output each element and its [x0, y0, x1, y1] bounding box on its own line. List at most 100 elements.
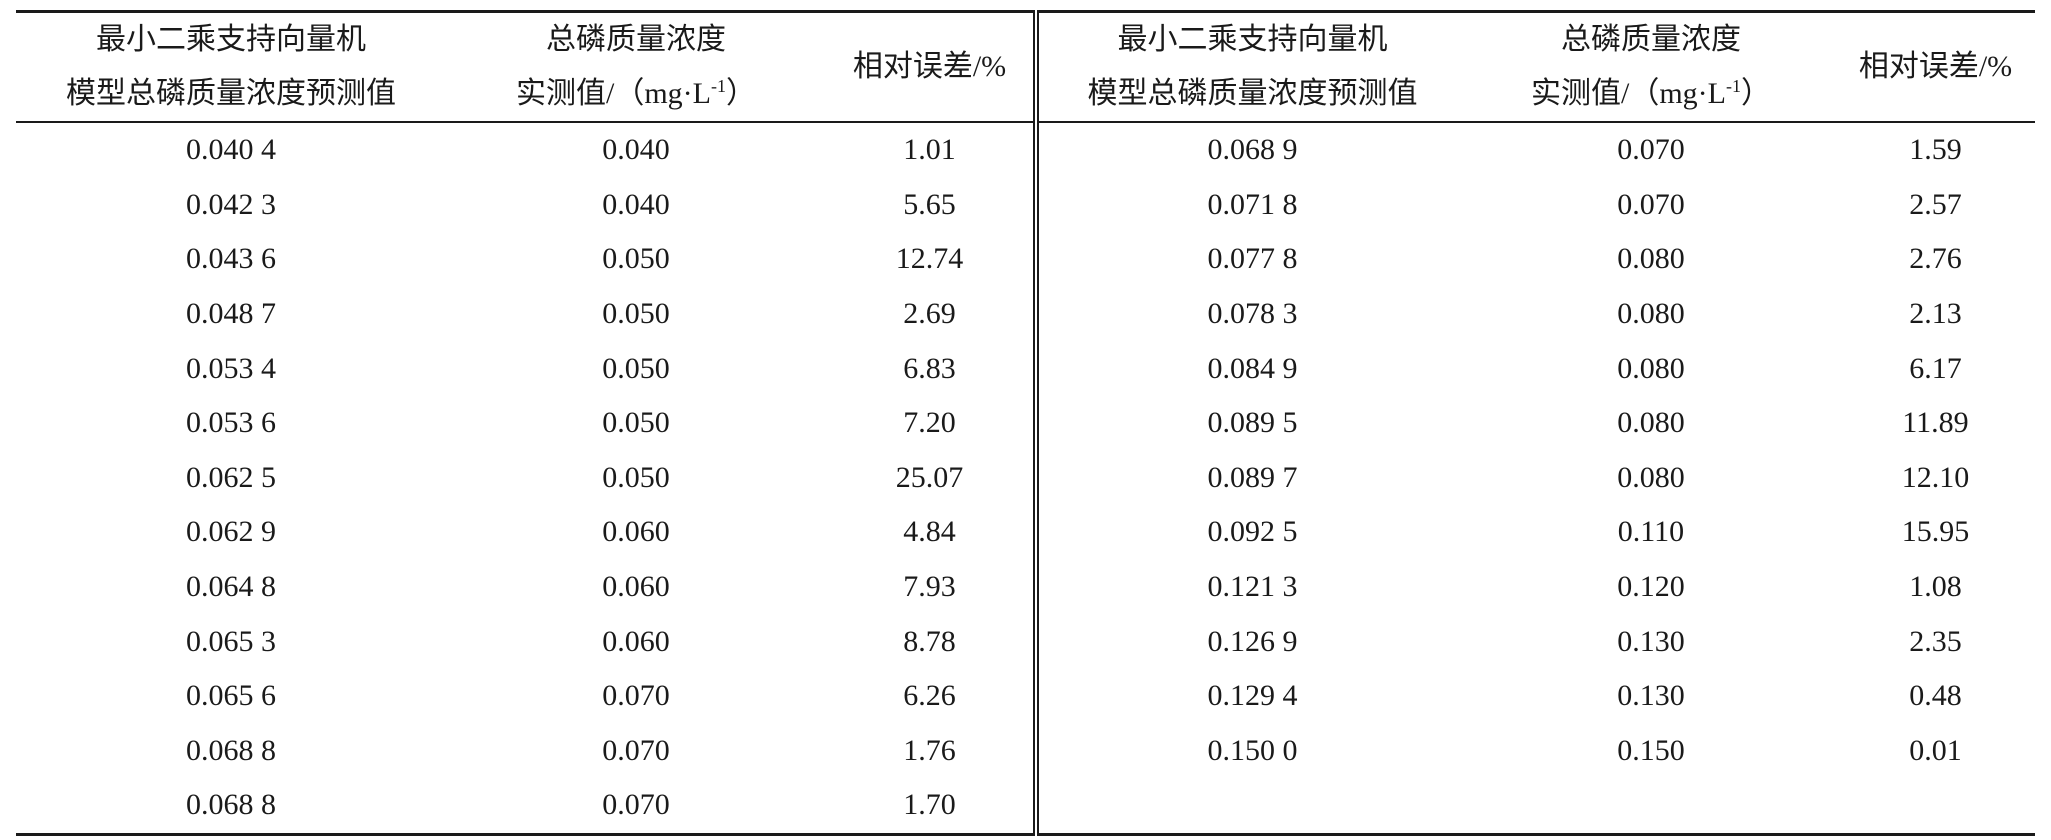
- right-error-cell: 1.08: [1909, 570, 1962, 604]
- left-measured-cell: 0.040: [602, 187, 670, 221]
- left-measured-cell: 0.070: [602, 679, 670, 713]
- table-row: 0.062 5 0.050 25.07 0.089 7 0.080 12.10: [16, 450, 2035, 506]
- header-right-predicted: 最小二乘支持向量机 模型总磷质量浓度预测值: [1036, 10, 1466, 123]
- right-predicted-cell: 0.126 9: [1207, 624, 1298, 658]
- right-predicted-cell: 0.089 5: [1207, 406, 1298, 440]
- right-predicted-cell: [1036, 778, 1466, 836]
- left-measured-cell: 0.050: [602, 406, 670, 440]
- right-error-cell: 0.48: [1909, 679, 1962, 713]
- header-left-predicted: 最小二乘支持向量机 模型总磷质量浓度预测值: [16, 10, 446, 123]
- right-measured-cell: 0.080: [1617, 460, 1685, 494]
- table-row: 0.053 4 0.050 6.83 0.084 9 0.080 6.17: [16, 341, 2035, 396]
- right-measured-cell: [1466, 778, 1836, 836]
- left-error-cell: 1.01: [826, 122, 1039, 178]
- right-predicted-cell: 0.068 9: [1207, 133, 1298, 167]
- right-predicted-cell: 0.129 4: [1207, 679, 1298, 713]
- left-predicted-cell: 0.042 3: [186, 187, 276, 221]
- left-measured-cell: 0.050: [602, 460, 670, 494]
- right-measured-cell: 0.080: [1617, 351, 1685, 385]
- left-predicted-cell: 0.048 7: [186, 297, 276, 331]
- right-predicted-cell: 0.077 8: [1207, 242, 1298, 276]
- left-error-cell: 5.65: [826, 177, 1039, 233]
- left-predicted-cell: 0.043 6: [186, 242, 276, 276]
- left-predicted-cell: 0.040 4: [186, 133, 276, 167]
- left-error-cell: 8.78: [826, 614, 1039, 669]
- prediction-results-table: 最小二乘支持向量机 模型总磷质量浓度预测值 总磷质量浓度 实测值/（mg·L-1…: [16, 10, 2035, 836]
- right-measured-cell: 0.150: [1617, 733, 1685, 767]
- left-measured-cell: 0.040: [602, 133, 670, 167]
- left-measured-cell: 0.050: [602, 297, 670, 331]
- right-measured-cell: 0.070: [1617, 187, 1685, 221]
- table-row: 0.042 3 0.040 5.65 0.071 8 0.070 2.57: [16, 177, 2035, 233]
- right-measured-cell: 0.130: [1617, 624, 1685, 658]
- right-error-cell: 12.10: [1901, 460, 1970, 494]
- table-row: 0.065 6 0.070 6.26 0.129 4 0.130 0.48: [16, 668, 2035, 724]
- table-header-row: 最小二乘支持向量机 模型总磷质量浓度预测值 总磷质量浓度 实测值/（mg·L-1…: [16, 10, 2035, 123]
- right-error-cell: 0.01: [1909, 733, 1962, 767]
- right-measured-cell: 0.070: [1617, 133, 1685, 167]
- right-measured-cell: 0.080: [1617, 406, 1685, 440]
- header-left-error: 相对误差/%: [826, 10, 1039, 123]
- table-row: 0.053 6 0.050 7.20 0.089 5 0.080 11.89: [16, 395, 2035, 451]
- left-predicted-cell: 0.065 3: [186, 624, 276, 658]
- left-predicted-cell: 0.064 8: [186, 570, 276, 604]
- right-predicted-cell: 0.121 3: [1207, 570, 1298, 604]
- left-error-cell: 2.69: [826, 286, 1039, 342]
- left-predicted-cell: 0.062 9: [186, 515, 276, 549]
- left-error-cell: 12.74: [826, 232, 1039, 287]
- table-row: 0.068 8 0.070 1.70: [16, 778, 2035, 836]
- table-row: 0.043 6 0.050 12.74 0.077 8 0.080 2.76: [16, 232, 2035, 287]
- table-row: 0.064 8 0.060 7.93 0.121 3 0.120 1.08: [16, 559, 2035, 615]
- right-predicted-cell: 0.078 3: [1207, 297, 1298, 331]
- left-measured-cell: 0.060: [602, 624, 670, 658]
- header-right-measured: 总磷质量浓度 实测值/（mg·L-1）: [1466, 10, 1836, 123]
- left-predicted-cell: 0.062 5: [186, 460, 276, 494]
- left-measured-cell: 0.070: [602, 733, 670, 767]
- right-predicted-cell: 0.071 8: [1207, 187, 1298, 221]
- table-row: 0.062 9 0.060 4.84 0.092 5 0.110 15.95: [16, 505, 2035, 560]
- left-error-cell: 6.83: [826, 341, 1039, 396]
- left-predicted-cell: 0.068 8: [186, 733, 276, 767]
- left-predicted-cell: 0.053 4: [186, 351, 276, 385]
- left-error-cell: 7.93: [826, 559, 1039, 615]
- right-error-cell: 1.59: [1909, 133, 1962, 167]
- header-left-measured: 总磷质量浓度 实测值/（mg·L-1）: [446, 10, 826, 123]
- left-measured-cell: 0.050: [602, 351, 670, 385]
- left-error-cell: 1.70: [826, 778, 1039, 836]
- right-predicted-cell: 0.084 9: [1207, 351, 1298, 385]
- right-measured-cell: 0.080: [1617, 242, 1685, 276]
- right-error-cell: [1836, 778, 2035, 836]
- right-error-cell: 15.95: [1901, 515, 1970, 549]
- results-table-container: 最小二乘支持向量机 模型总磷质量浓度预测值 总磷质量浓度 实测值/（mg·L-1…: [16, 10, 2035, 836]
- table-row: 0.065 3 0.060 8.78 0.126 9 0.130 2.35: [16, 614, 2035, 669]
- left-measured-cell: 0.050: [602, 242, 670, 276]
- right-error-cell: 2.57: [1909, 187, 1962, 221]
- right-error-cell: 6.17: [1909, 351, 1962, 385]
- right-measured-cell: 0.080: [1617, 297, 1685, 331]
- right-measured-cell: 0.130: [1617, 679, 1685, 713]
- right-predicted-cell: 0.092 5: [1207, 515, 1298, 549]
- left-error-cell: 4.84: [826, 505, 1039, 560]
- left-predicted-cell: 0.068 8: [16, 778, 446, 836]
- left-error-cell: 25.07: [826, 450, 1039, 506]
- table-row: 0.048 7 0.050 2.69 0.078 3 0.080 2.13: [16, 286, 2035, 342]
- left-measured-cell: 0.060: [602, 515, 670, 549]
- left-measured-cell: 0.060: [602, 570, 670, 604]
- right-error-cell: 2.13: [1909, 297, 1962, 331]
- left-measured-cell: 0.070: [446, 778, 826, 836]
- right-predicted-cell: 0.150 0: [1207, 733, 1298, 767]
- left-error-cell: 7.20: [826, 395, 1039, 451]
- right-error-cell: 11.89: [1902, 406, 1969, 440]
- left-error-cell: 6.26: [826, 668, 1039, 724]
- right-measured-cell: 0.120: [1617, 570, 1685, 604]
- left-predicted-cell: 0.065 6: [186, 679, 276, 713]
- table-row: 0.068 8 0.070 1.76 0.150 0 0.150 0.01: [16, 723, 2035, 779]
- right-error-cell: 2.35: [1909, 624, 1962, 658]
- left-predicted-cell: 0.053 6: [186, 406, 276, 440]
- right-measured-cell: 0.110: [1617, 515, 1685, 549]
- left-error-cell: 1.76: [826, 723, 1039, 779]
- right-error-cell: 2.76: [1909, 242, 1962, 276]
- table-row: 0.040 4 0.040 1.01 0.068 9 0.070 1.59: [16, 122, 2035, 178]
- right-predicted-cell: 0.089 7: [1207, 460, 1298, 494]
